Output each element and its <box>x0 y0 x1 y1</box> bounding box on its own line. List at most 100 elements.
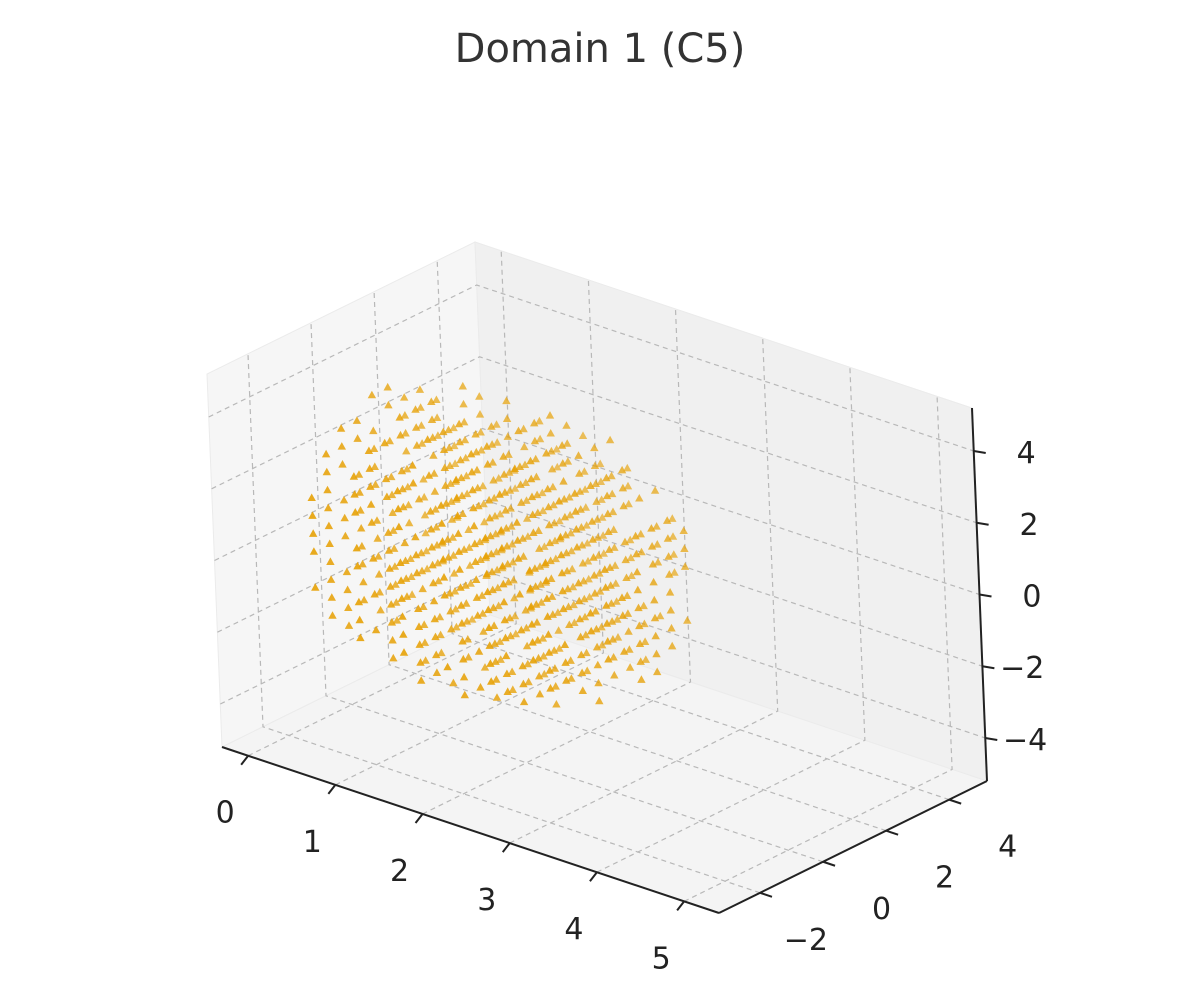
data-point <box>507 667 517 675</box>
data-point <box>470 539 479 548</box>
data-point <box>501 506 510 514</box>
data-point <box>412 441 422 449</box>
data-point <box>527 492 537 501</box>
data-point <box>680 562 690 570</box>
data-point <box>594 551 603 559</box>
data-point <box>623 481 633 490</box>
data-point <box>566 656 575 664</box>
data-point <box>483 587 492 596</box>
x-tick-label: 1 <box>303 825 322 860</box>
data-point <box>370 589 379 598</box>
data-point <box>487 677 496 685</box>
data-point <box>402 464 412 473</box>
data-point <box>386 582 395 590</box>
data-point <box>500 615 509 624</box>
data-point <box>545 411 555 419</box>
data-point <box>398 612 407 620</box>
data-point <box>427 415 437 423</box>
data-point <box>328 611 337 619</box>
data-point <box>591 606 600 615</box>
data-point <box>521 605 530 614</box>
data-point <box>420 492 429 501</box>
data-point <box>479 627 488 635</box>
data-point <box>632 549 641 558</box>
data-point <box>546 684 555 692</box>
data-point <box>437 648 446 657</box>
data-point <box>356 633 365 642</box>
data-point <box>418 584 427 593</box>
data-point <box>411 532 420 541</box>
data-point <box>430 469 439 477</box>
data-point <box>610 543 619 551</box>
data-point <box>454 547 464 555</box>
data-point <box>532 472 541 481</box>
data-point <box>443 535 452 543</box>
data-point <box>416 403 425 411</box>
data-point <box>472 447 481 456</box>
data-point <box>627 571 636 579</box>
data-point <box>492 420 501 428</box>
data-point <box>492 547 501 556</box>
data-point <box>485 513 494 522</box>
data-point <box>541 558 550 567</box>
data-point <box>530 418 539 427</box>
data-point <box>476 555 485 563</box>
data-point <box>514 554 523 562</box>
data-point <box>607 599 616 607</box>
data-point <box>555 644 564 652</box>
data-point <box>613 633 623 641</box>
data-point <box>396 576 406 584</box>
data-point <box>550 646 559 654</box>
data-point <box>533 508 542 516</box>
data-point <box>469 521 479 530</box>
data-point <box>526 456 535 465</box>
data-point <box>369 426 378 435</box>
data-point <box>423 435 432 443</box>
x-tick-mark <box>589 871 598 882</box>
data-point <box>432 650 441 659</box>
data-point <box>532 618 542 626</box>
data-point <box>433 558 442 567</box>
data-point <box>578 558 588 567</box>
data-point <box>605 545 614 553</box>
data-point <box>450 569 459 577</box>
data-point <box>307 493 316 501</box>
data-point <box>508 540 517 548</box>
data-point <box>393 486 402 495</box>
data-point <box>351 508 360 516</box>
data-point <box>604 655 613 663</box>
data-point <box>623 591 632 599</box>
data-point <box>593 533 603 541</box>
data-point <box>510 484 520 492</box>
data-point <box>391 580 400 588</box>
data-point <box>311 583 320 591</box>
grid-lines <box>208 250 986 902</box>
data-point <box>439 555 448 563</box>
data-point <box>534 526 543 534</box>
data-point <box>402 574 411 582</box>
data-point <box>432 668 442 676</box>
data-point <box>535 434 545 443</box>
data-point <box>538 634 548 642</box>
data-point <box>452 493 461 502</box>
data-point <box>468 485 477 494</box>
data-point <box>562 421 571 429</box>
data-point <box>472 593 482 601</box>
data-point <box>610 561 620 569</box>
data-point <box>457 473 466 482</box>
data-point <box>479 499 488 508</box>
data-point <box>387 490 397 499</box>
data-point <box>474 501 483 510</box>
data-point <box>462 617 472 625</box>
data-point <box>457 491 467 500</box>
data-point <box>495 637 505 645</box>
data-point <box>609 653 618 661</box>
data-point <box>414 494 424 503</box>
z-tick-mark <box>985 736 998 741</box>
data-point <box>412 568 422 577</box>
data-point <box>526 584 535 592</box>
data-point <box>376 605 385 614</box>
z-tick-mark <box>976 521 989 526</box>
data-point <box>490 493 499 502</box>
data-point <box>595 587 605 595</box>
